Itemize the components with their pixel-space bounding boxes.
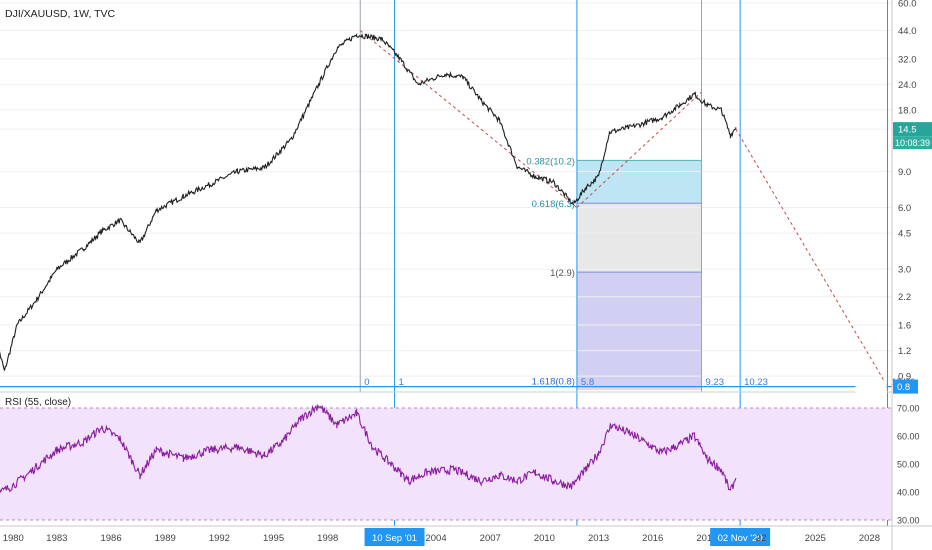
rsi-title: RSI (55, close) [5,397,71,408]
fib-zones [576,159,702,390]
chart-title: DJI/XAUUSD, 1W, TVC [5,8,116,20]
price-tick-label: 1.6 [898,321,911,332]
time-tick-label: 1989 [155,533,176,544]
vline-label: 9.23 [706,377,725,388]
vline-label: 0 [364,377,369,388]
time-tick-label: 1986 [100,533,121,544]
target-value-label: 0.8 [897,382,910,393]
time-tick-label: 2010 [534,533,555,544]
price-tick-label: 9.0 [898,167,911,178]
last-price-badge [893,122,932,137]
price-tick-label: 24.0 [898,80,917,91]
time-tick-label: 2016 [642,533,663,544]
price-tick-label: 1.2 [898,346,911,357]
fib-labels: 0.382(10.2) 0.618(6.3) 1(2.9) 1.618(0.8) [526,156,575,387]
countdown-badge [893,136,932,150]
rsi-tick-label: 70.00 [897,404,920,414]
time-tick-label: 02 Nov '20 [718,533,763,544]
trend-line [735,128,888,387]
trend-line [576,91,702,208]
time-tick-label: 10 Sep '01 [372,533,417,544]
price-tick-label: 44.0 [898,26,917,37]
fib-label: 1(2.9) [550,268,575,279]
time-tick-label: 2007 [480,533,501,544]
price-tick-label: 0.9 [898,372,911,383]
vline-label: 10.23 [744,377,768,388]
price-tick-label: 18.0 [898,105,917,116]
time-axis[interactable]: 1980 1983 1986 1989 1992 1995 1998 10 Sep '01 20… [3,528,880,546]
fib-zone [576,272,702,387]
time-tick-label: 1998 [317,533,338,544]
time-tick-label: 22 [756,533,767,544]
last-price-label: 14.5 [898,125,917,136]
cycle-value-badge [855,379,887,394]
rsi-tick-label: 40.00 [897,488,920,498]
time-tick-label: 1983 [46,533,67,544]
time-tick-label: 1980 [3,533,24,544]
time-tick-label: 1992 [209,533,230,544]
price-tick-label: 3.0 [898,265,911,276]
price-tick-label: 2.2 [898,292,911,303]
time-tick-label: 2028 [859,533,880,544]
time-tick-label: 2013 [588,533,609,544]
fib-label: 0.382(10.2) [526,156,575,167]
fib-zone [576,203,702,273]
countdown-label: 10:08:39 [895,138,930,148]
time-highlight-badge [710,528,771,546]
time-tick-label: 1995 [263,533,284,544]
rsi-tick-label: 30.00 [897,516,920,526]
time-highlight-badge [364,528,425,546]
rsi-axis[interactable]: 70.00 60.00 50.00 40.00 30.00 [897,404,920,526]
price-tick-label: 60.0 [898,0,917,9]
target-value-badge [893,379,918,394]
price-series-line [0,32,737,371]
fib-label: 1.618(0.8) [532,377,575,388]
fib-label: 0.618(6.3) [532,199,575,210]
vline-label: 1 [399,377,404,388]
trend-lines [359,30,888,387]
rsi-series-line [0,403,737,495]
vline-label: 5.8 [581,377,594,388]
rsi-tick-label: 50.00 [897,460,920,470]
time-tick-label: 2025 [805,533,826,544]
fib-zone [576,386,702,390]
price-tick-label: 32.0 [898,54,917,65]
trend-line [359,30,578,208]
price-tick-label: 4.5 [898,229,911,240]
time-tick-label: 2019 [696,533,717,544]
fib-zone [576,160,702,204]
time-tick-label: 2004 [425,533,446,544]
price-axis[interactable]: 60.0 44.0 32.0 24.0 18.0 9.0 6.0 4.5 3.0 2.2 1.6 1.… [855,0,932,394]
price-tick-label: 6.0 [898,203,911,214]
rsi-tick-label: 60.00 [897,432,920,442]
